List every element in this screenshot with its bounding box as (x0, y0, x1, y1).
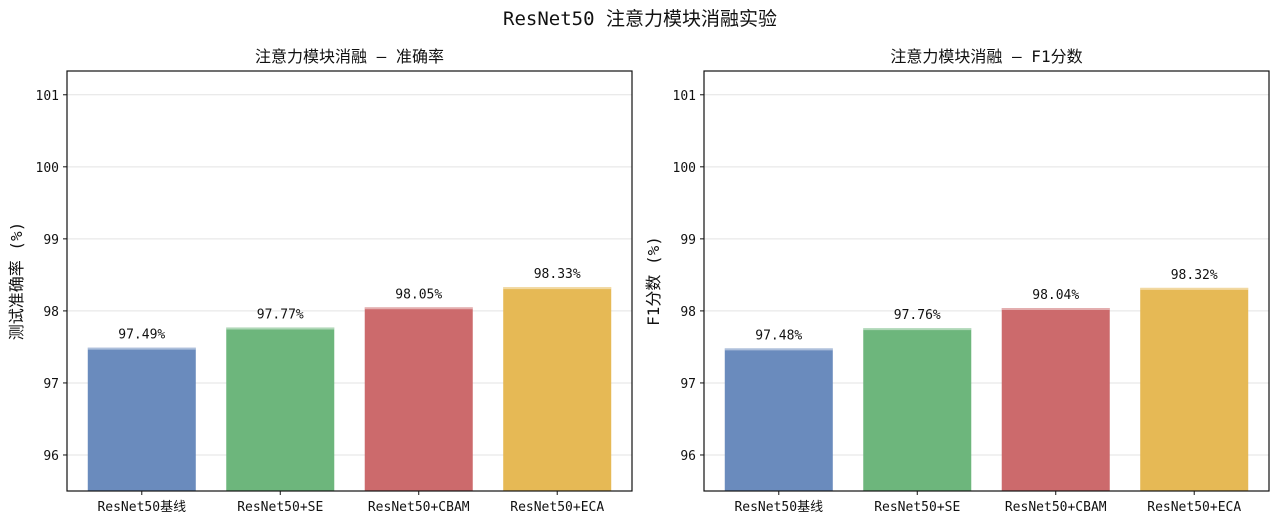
bar-value-label: 98.32% (1171, 268, 1218, 283)
figure-title: ResNet50 注意力模块消融实验 (503, 8, 777, 30)
bar (87, 347, 196, 491)
y-tick-label: 100 (36, 161, 59, 176)
y-tick-label: 96 (43, 449, 59, 464)
y-tick-label: 97 (43, 377, 59, 392)
chart-title: 注意力模块消融 — 准确率 (255, 47, 444, 66)
y-tick-label: 97 (680, 377, 696, 392)
bar (1140, 287, 1249, 491)
bar (724, 348, 833, 491)
bar (364, 307, 473, 491)
bar (863, 328, 972, 491)
x-tick-label: ResNet50+CBAM (1005, 500, 1107, 515)
y-tick-label: 101 (36, 89, 59, 104)
bar-value-label: 98.04% (1032, 288, 1079, 303)
bar-value-label: 97.48% (755, 328, 802, 343)
bar-value-label: 97.77% (257, 307, 304, 322)
y-tick-label: 98 (680, 305, 696, 320)
x-tick-label: ResNet50+SE (237, 500, 323, 515)
bar (226, 327, 335, 491)
bar-value-label: 98.05% (395, 287, 442, 302)
y-tick-label: 101 (673, 89, 696, 104)
bar-value-label: 98.33% (534, 267, 581, 282)
y-axis-label: 测试准确率 (%) (7, 222, 26, 341)
x-tick-label: ResNet50基线 (97, 500, 186, 515)
x-tick-label: ResNet50+ECA (1147, 500, 1241, 515)
y-tick-label: 99 (680, 233, 696, 248)
y-tick-label: 98 (43, 305, 59, 320)
chart-title: 注意力模块消融 — F1分数 (890, 47, 1082, 66)
bar-value-label: 97.49% (118, 328, 165, 343)
y-axis-label: F1分数 (%) (644, 236, 663, 326)
x-tick-label: ResNet50+ECA (510, 500, 604, 515)
x-tick-label: ResNet50+CBAM (368, 500, 470, 515)
x-tick-label: ResNet50+SE (874, 500, 960, 515)
y-tick-label: 100 (673, 161, 696, 176)
bar-value-label: 97.76% (894, 308, 941, 323)
plot-frame (703, 70, 1270, 492)
bar (1001, 308, 1110, 491)
bar (503, 287, 612, 491)
y-tick-label: 96 (680, 449, 696, 464)
x-tick-label: ResNet50基线 (734, 500, 823, 515)
plot-frame (66, 70, 633, 492)
y-tick-label: 99 (43, 233, 59, 248)
